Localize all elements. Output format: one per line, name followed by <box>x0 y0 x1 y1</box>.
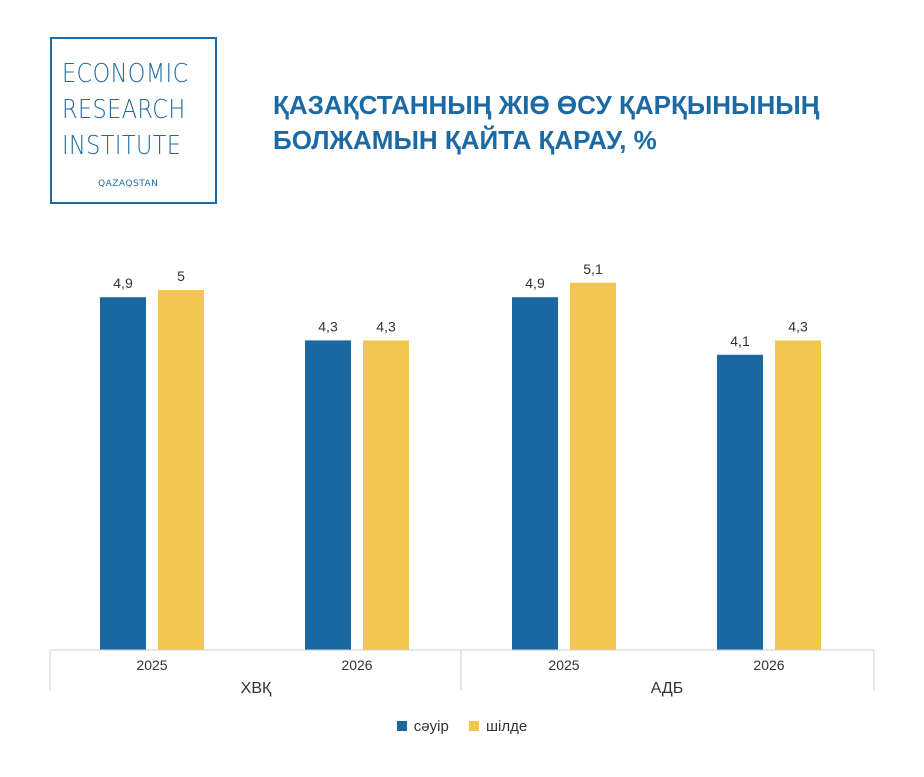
legend-label-series-2: шілде <box>485 718 528 735</box>
chart-legend: сәуір шілде <box>0 718 924 735</box>
chart-title: ҚАЗАҚСТАННЫҢ ЖІӨ ӨСУ ҚАРҚЫНЫНЫҢ БОЛЖАМЫН… <box>273 88 893 158</box>
data-label-series-1-cat-4: 4,1 <box>730 333 750 349</box>
chart-title-line-2: БОЛЖАМЫН ҚАЙТА ҚАРАУ, % <box>273 125 657 155</box>
x-tick-label-2: 2026 <box>341 657 372 673</box>
bar-series-2-cat-2 <box>363 340 409 650</box>
x-tick-label-1: 2025 <box>136 657 167 673</box>
x-tick-label-4: 2026 <box>753 657 784 673</box>
x-tick-label-3: 2025 <box>548 657 579 673</box>
bar-series-2-cat-1 <box>158 290 204 650</box>
chart-title-line-1: ҚАЗАҚСТАННЫҢ ЖІӨ ӨСУ ҚАРҚЫНЫНЫҢ <box>273 90 820 120</box>
data-label-series-2-cat-2: 4,3 <box>376 318 396 334</box>
legend-label-series-1: сәуір <box>413 718 449 735</box>
legend-swatch-series-2 <box>468 721 479 731</box>
group-label-1: ХВҚ <box>241 680 272 697</box>
bar-series-2-cat-4 <box>775 340 821 650</box>
data-label-series-2-cat-3: 5,1 <box>583 261 603 277</box>
data-label-series-2-cat-4: 4,3 <box>788 318 808 334</box>
bar-series-1-cat-2 <box>305 340 351 650</box>
bar-series-1-cat-1 <box>100 297 146 650</box>
legend-item-series-2: шілде <box>468 718 528 735</box>
data-label-series-1-cat-2: 4,3 <box>318 318 338 334</box>
bar-series-2-cat-3 <box>570 282 616 650</box>
data-label-series-1-cat-1: 4,9 <box>113 275 133 291</box>
legend-swatch-series-1 <box>396 721 407 731</box>
bar-series-1-cat-4 <box>717 354 763 650</box>
bar-series-1-cat-3 <box>512 297 558 650</box>
logo-line-2: RESEARCH <box>62 95 186 125</box>
group-label-2: АДБ <box>651 680 684 697</box>
data-label-series-2-cat-1: 5 <box>177 268 185 284</box>
data-label-series-1-cat-3: 4,9 <box>525 275 545 291</box>
logo-line-3: INSTITUTE <box>62 131 182 161</box>
logo-subtitle: QAZAQSTAN <box>98 179 159 189</box>
eri-logo: ECONOMIC RESEARCH INSTITUTE QAZAQSTAN <box>50 37 217 204</box>
legend-item-series-1: сәуір <box>396 718 449 735</box>
logo-line-1: ECONOMIC <box>62 59 189 89</box>
